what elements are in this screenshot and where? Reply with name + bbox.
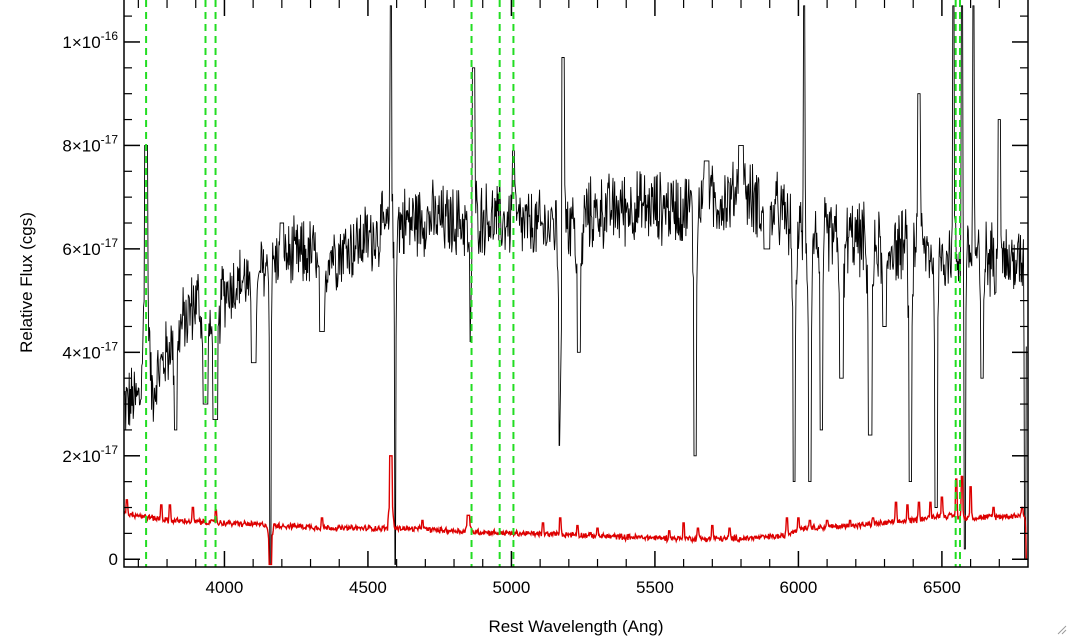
plot-frame [123,0,1029,568]
x-tick-label: 4500 [349,578,387,597]
x-tick-label: 6000 [779,578,817,597]
y-tick-label: 0 [109,550,118,569]
plot-area [124,0,1028,567]
y-tick-label: 6×10-17 [62,236,118,259]
x-tick-label: 6500 [923,578,961,597]
y-tick-labels: 0 2×10-17 4×10-17 6×10-17 8×10-17 1×10-16 [62,29,118,569]
y-axis-title: Relative Flux (cgs) [17,212,36,353]
x-axis-title: Rest Wavelength (Ang) [488,617,663,636]
x-tick-label: 5500 [636,578,674,597]
series-layer [124,5,1027,566]
y-tick-label: 4×10-17 [62,339,118,362]
x-tick-label: 5000 [493,578,531,597]
x-tick-labels: 4000 4500 5000 5500 6000 6500 [206,578,961,597]
tick-marks [124,0,1028,567]
y-tick-label: 2×10-17 [62,443,118,466]
emission-line-markers [145,0,961,567]
resize-grip-icon[interactable] [1055,623,1067,635]
y-tick-label: 8×10-17 [62,132,118,155]
x-tick-label: 4000 [206,578,244,597]
observed-spectrum-line [124,5,1027,565]
model-error-spectrum-line [124,455,1027,566]
y-tick-label: 1×10-16 [62,29,118,52]
